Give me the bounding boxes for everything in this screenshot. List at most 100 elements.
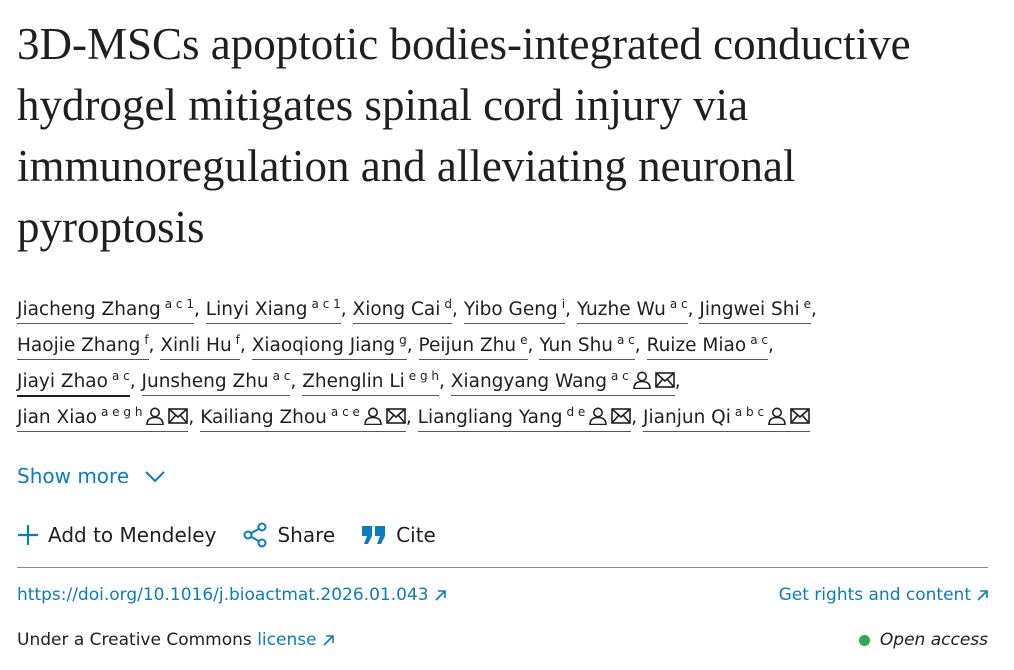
affiliation-marks: f — [144, 333, 149, 347]
affiliation-marks: f — [235, 333, 240, 347]
separator: , — [810, 299, 817, 320]
separator: , — [674, 371, 681, 392]
show-more-label: Show more — [17, 464, 130, 488]
separator: , — [148, 335, 155, 356]
author-name: Xinli Hu — [160, 335, 232, 356]
cite-button[interactable]: Cite — [361, 522, 436, 548]
author-link[interactable]: Xinli Hu f — [160, 333, 240, 360]
mail-icon — [168, 408, 189, 424]
divider — [17, 567, 988, 568]
person-icon — [589, 407, 608, 426]
article-title: 3D-MSCs apoptotic bodies-integrated cond… — [17, 19, 911, 252]
separator: , — [687, 299, 694, 320]
affiliation-marks: d — [444, 297, 453, 311]
mendeley-button[interactable]: Add to Mendeley — [17, 522, 216, 548]
affiliation-marks: i — [561, 297, 566, 311]
separator: , — [340, 299, 347, 320]
rights-text: Get rights and content — [778, 585, 971, 605]
author-name: Peijun Zhu — [418, 335, 517, 356]
doi-link[interactable]: https://doi.org/10.1016/j.bioactmat.2026… — [17, 585, 446, 605]
cite-icon — [362, 526, 386, 544]
license-link[interactable]: license — [257, 630, 334, 650]
author-link[interactable]: Yibo Geng i — [463, 297, 566, 324]
author-link[interactable]: Haojie Zhang f — [17, 333, 149, 360]
separator: , — [527, 335, 534, 356]
author-link[interactable]: Jiacheng Zhang a c 1 — [17, 297, 194, 324]
author-name: Xiong Cai — [352, 299, 441, 320]
separator: , — [439, 371, 445, 392]
separator: , — [634, 335, 641, 356]
affiliation-marks: a b c — [734, 405, 765, 419]
author-link[interactable]: Linyi Xiang a c 1 — [205, 298, 341, 324]
affiliation-marks: d e — [566, 405, 586, 419]
author-link[interactable]: Jianjun Qi a b c — [643, 405, 811, 432]
author-name: Junsheng Zhu — [141, 371, 269, 392]
separator: , — [631, 407, 638, 428]
cite-label: Cite — [396, 523, 436, 547]
status-dot — [858, 634, 870, 646]
affiliation-marks: a e g h — [101, 405, 143, 419]
author-name: Jiayi Zhao — [17, 371, 108, 392]
author-name: Jian Xiao — [17, 407, 98, 428]
separator: , — [239, 335, 246, 356]
author-link[interactable]: Jian Xiao a e g h — [17, 405, 189, 432]
author-name: Zhenglin Li — [302, 371, 405, 392]
author-name: Kailiang Zhou — [200, 407, 327, 428]
external-icon — [977, 590, 988, 601]
mail-icon — [611, 408, 632, 424]
author-name: Jiacheng Zhang — [17, 299, 161, 320]
affiliation-marks: g — [399, 333, 407, 347]
author-link[interactable]: Liangliang Yang d e — [417, 405, 632, 432]
author-name: Ruize Miao — [646, 335, 747, 356]
plus-icon — [18, 525, 38, 545]
action-bar: Add to Mendeley Share Cite — [17, 522, 436, 548]
mail-icon — [654, 372, 675, 388]
affiliation-marks: a c — [669, 297, 688, 311]
external-icon — [434, 590, 446, 601]
author-list: Jiacheng Zhang a c 1, Linyi Xiang a c 1, X… — [17, 292, 1002, 436]
author-name: Jianjun Qi — [643, 407, 731, 428]
mendeley-label: Add to Mendeley — [48, 523, 217, 547]
affiliation-marks: e — [520, 333, 528, 347]
author-link[interactable]: Xiaoqiong Jiang g — [251, 333, 407, 360]
show-more[interactable]: Show more — [17, 464, 166, 488]
chevron-icon — [144, 471, 165, 483]
author-link[interactable]: Kailiang Zhou a c e — [200, 405, 406, 432]
author-name: Xiangyang Wang — [450, 371, 607, 392]
author-link[interactable]: Yuzhe Wu a c — [576, 297, 688, 324]
author-link[interactable]: Yun Shu a c — [539, 334, 635, 360]
share-button[interactable]: Share — [242, 522, 335, 548]
person-icon — [632, 371, 651, 390]
separator: , — [406, 335, 413, 356]
author-link[interactable]: Ruize Miao a c — [646, 333, 768, 360]
author-link[interactable]: Jiayi Zhao a c — [17, 369, 130, 397]
author-name: Xiaoqiong Jiang — [251, 335, 396, 356]
person-icon — [364, 407, 382, 426]
person-icon — [146, 407, 165, 426]
license-link-text: license — [257, 630, 317, 650]
author-link[interactable]: Junsheng Zhu a c — [141, 370, 291, 396]
author-name: Liangliang Yang — [417, 407, 563, 428]
affiliation-marks: a c — [750, 333, 768, 347]
author-link[interactable]: Xiangyang Wang a c — [450, 370, 675, 396]
author-link[interactable]: Jingwei Shi e — [699, 298, 811, 324]
affiliation-marks: a c e — [330, 405, 360, 419]
mail-icon — [790, 408, 810, 424]
author-link[interactable]: Peijun Zhu e — [418, 333, 528, 360]
affiliation-marks: a c — [111, 369, 130, 383]
doi-text: https://doi.org/10.1016/j.bioactmat.2026… — [17, 585, 429, 605]
author-name: Linyi Xiang — [205, 299, 308, 320]
author-name: Haojie Zhang — [17, 335, 141, 356]
author-name: Yun Shu — [539, 335, 614, 356]
affiliation-marks: a c 1 — [164, 297, 194, 311]
separator: , — [565, 299, 571, 320]
author-link[interactable]: Zhenglin Li e g h — [302, 370, 440, 396]
author-link[interactable]: Xiong Cai d — [352, 297, 453, 324]
separator: , — [193, 299, 200, 320]
author-name: Yibo Geng — [463, 299, 558, 320]
share-label: Share — [277, 523, 336, 547]
rights-link[interactable]: Get rights and content — [779, 585, 988, 605]
share-icon — [243, 522, 267, 548]
external-icon — [322, 635, 334, 646]
